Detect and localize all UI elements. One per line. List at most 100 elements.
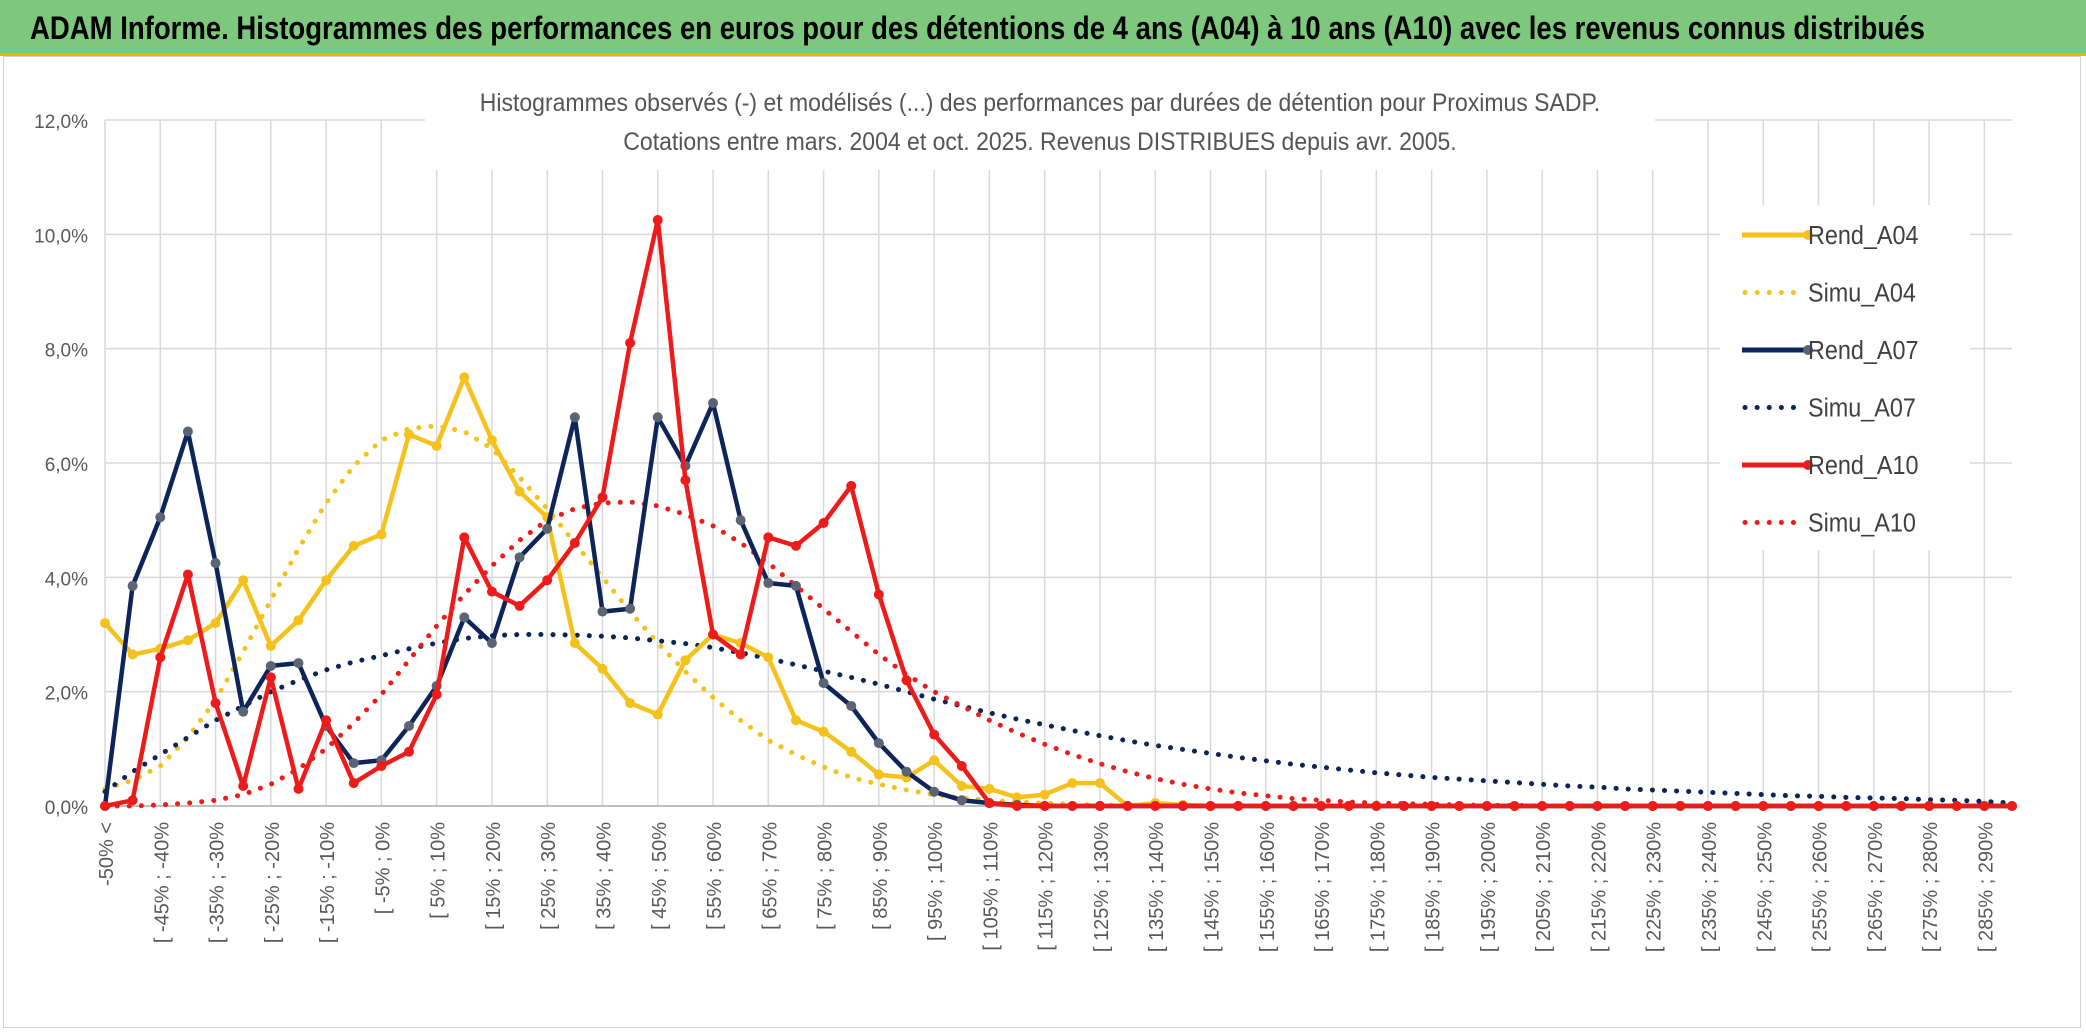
point-Rend_A04 xyxy=(100,618,110,629)
point-Rend_A10 xyxy=(956,760,967,771)
point-Rend_A07 xyxy=(265,660,276,671)
point-Rend_A10 xyxy=(1509,801,1520,811)
chart-subtitle: Cotations entre mars. 2004 et oct. 2025.… xyxy=(623,128,1456,156)
legend-box xyxy=(1720,205,1970,550)
point-Rend_A10 xyxy=(735,649,746,660)
point-Rend_A10 xyxy=(1620,801,1631,811)
point-Rend_A10 xyxy=(127,795,138,806)
y-tick-label: 12,0% xyxy=(34,112,88,133)
point-Rend_A07 xyxy=(956,795,967,806)
point-Rend_A04 xyxy=(376,529,387,540)
x-tick-label: [ -15% ; -10% xyxy=(317,822,339,943)
x-tick-label: [ 195% ; 200% xyxy=(1478,822,1500,952)
point-Rend_A10 xyxy=(1398,801,1409,811)
x-tick-label: [ 185% ; 190% xyxy=(1423,822,1445,952)
x-tick-label: [ 25% ; 30% xyxy=(538,822,560,930)
point-Rend_A04 xyxy=(818,726,829,737)
point-Rend_A04 xyxy=(846,746,857,757)
point-Rend_A07 xyxy=(569,412,580,423)
point-Rend_A07 xyxy=(763,578,774,589)
y-tick-label: 4,0% xyxy=(45,569,88,590)
point-Rend_A10 xyxy=(1067,801,1078,811)
legend: Rend_A04 Simu_A04 Rend_A07 Simu_A07 Rend_A10… xyxy=(1720,205,1970,550)
x-tick-label: [ -35% ; -30% xyxy=(207,822,229,943)
point-Rend_A10 xyxy=(818,518,829,529)
x-tick-label: [ 175% ; 180% xyxy=(1367,822,1389,952)
point-Rend_A04 xyxy=(459,372,470,383)
point-Rend_A04 xyxy=(873,769,884,780)
point-Rend_A04 xyxy=(597,663,608,674)
point-Rend_A10 xyxy=(404,746,415,757)
x-tick-label: [ 155% ; 160% xyxy=(1257,822,1279,952)
point-Rend_A10 xyxy=(238,780,249,791)
point-Rend_A07 xyxy=(790,580,801,591)
point-Rend_A10 xyxy=(1122,801,1133,811)
x-tick-label: [ 275% ; 280% xyxy=(1920,822,1942,952)
point-Rend_A10 xyxy=(1288,801,1299,811)
point-Rend_A04 xyxy=(210,618,221,629)
chart-titles: Histogrammes observés (-) et modélisés (… xyxy=(425,80,1655,170)
point-Rend_A10 xyxy=(652,215,663,226)
point-Rend_A04 xyxy=(569,638,580,649)
x-tick-label: [ 225% ; 230% xyxy=(1644,822,1666,952)
point-Rend_A10 xyxy=(901,675,912,686)
point-Rend_A10 xyxy=(1205,801,1216,811)
point-Rend_A07 xyxy=(155,512,166,523)
legend-item-Simu_A10[interactable]: Simu_A10 xyxy=(1742,509,1916,538)
legend-marker xyxy=(1803,345,1813,355)
x-tick-label: [ 265% ; 270% xyxy=(1865,822,1887,952)
x-tick-label: [ 65% ; 70% xyxy=(759,822,781,930)
legend-marker xyxy=(1803,460,1813,470)
point-Rend_A07 xyxy=(708,397,719,408)
point-Rend_A04 xyxy=(486,435,497,446)
point-Rend_A10 xyxy=(708,629,719,640)
point-Rend_A10 xyxy=(929,729,940,740)
legend-item-Simu_A07[interactable]: Simu_A07 xyxy=(1742,394,1916,423)
point-Rend_A10 xyxy=(1426,801,1437,811)
y-axis-ticks: 0,0% 2,0% 4,0% 6,0% 8,0% 10,0% 12,0% xyxy=(34,112,88,819)
x-tick-label: [ 85% ; 90% xyxy=(870,822,892,930)
legend-label: Rend_A10 xyxy=(1808,452,1919,480)
point-Rend_A07 xyxy=(459,612,470,623)
point-Rend_A04 xyxy=(1094,778,1105,789)
point-Rend_A04 xyxy=(929,755,940,766)
x-tick-label: [ -25% ; -20% xyxy=(262,822,284,943)
point-Rend_A10 xyxy=(1233,801,1244,811)
legend-item-Simu_A04[interactable]: Simu_A04 xyxy=(1742,279,1916,308)
point-Rend_A10 xyxy=(1454,801,1465,811)
point-Rend_A04 xyxy=(265,640,276,651)
chart-title: Histogrammes observés (-) et modélisés (… xyxy=(480,89,1600,117)
point-Rend_A10 xyxy=(1343,801,1354,811)
point-Rend_A10 xyxy=(1896,801,1907,811)
x-tick-label: [ 55% ; 60% xyxy=(704,822,726,930)
point-Rend_A10 xyxy=(846,480,857,491)
point-Rend_A10 xyxy=(1592,801,1603,811)
y-tick-label: 6,0% xyxy=(45,455,88,476)
point-Rend_A10 xyxy=(1177,801,1188,811)
x-tick-label: [ 145% ; 150% xyxy=(1202,822,1224,952)
x-tick-label: [ 75% ; 80% xyxy=(815,822,837,930)
point-Rend_A10 xyxy=(376,760,387,771)
point-Rend_A10 xyxy=(1537,801,1548,811)
x-tick-label: [ -45% ; -40% xyxy=(151,822,173,943)
point-Rend_A10 xyxy=(155,652,166,663)
x-tick-label: -50% < xyxy=(96,822,118,886)
y-tick-label: 10,0% xyxy=(34,226,88,247)
x-tick-label: [ 245% ; 250% xyxy=(1754,822,1776,952)
x-tick-label: [ 105% ; 110% xyxy=(980,822,1002,951)
point-Rend_A10 xyxy=(1979,801,1990,811)
point-Rend_A10 xyxy=(763,532,774,543)
point-Rend_A04 xyxy=(404,429,415,440)
point-Rend_A10 xyxy=(569,538,580,549)
point-Rend_A10 xyxy=(431,689,442,700)
legend-item-Rend_A07[interactable]: Rend_A07 xyxy=(1742,337,1919,365)
point-Rend_A07 xyxy=(182,426,193,437)
point-Rend_A04 xyxy=(984,783,995,794)
point-Rend_A07 xyxy=(873,738,884,749)
point-Rend_A04 xyxy=(625,698,636,709)
x-tick-label: [ 95% ; 100% xyxy=(925,822,947,941)
point-Rend_A10 xyxy=(293,783,304,794)
legend-item-Rend_A04[interactable]: Rend_A04 xyxy=(1742,222,1919,250)
x-tick-label: [ 35% ; 40% xyxy=(593,822,615,930)
legend-item-Rend_A10[interactable]: Rend_A10 xyxy=(1742,452,1919,480)
